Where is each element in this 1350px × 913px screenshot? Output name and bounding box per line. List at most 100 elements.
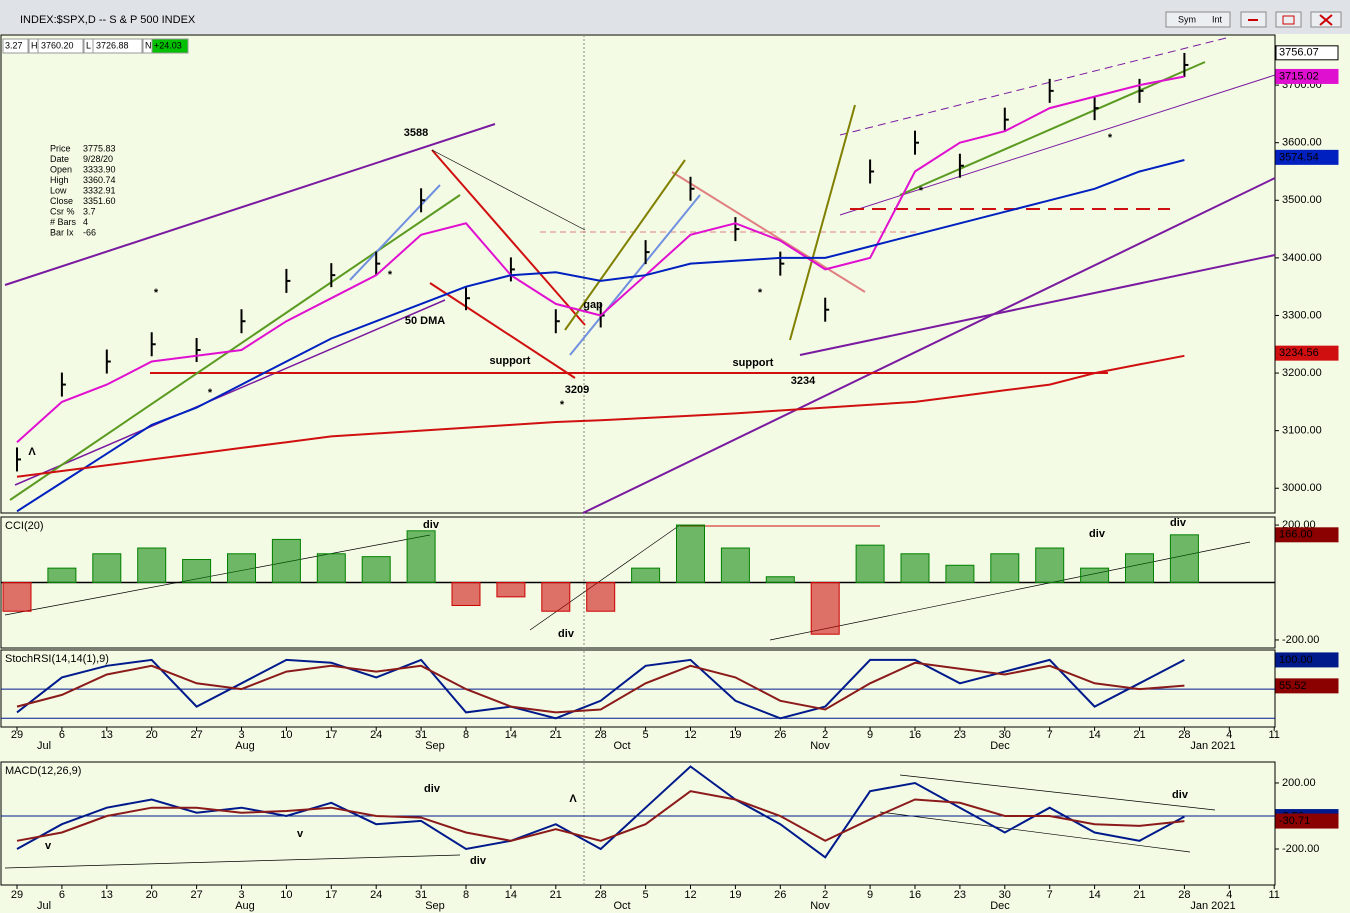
x-tick-label: 11 xyxy=(1268,729,1279,741)
x-tick-label: 31 xyxy=(415,889,427,901)
info-value: 3351.60 xyxy=(83,196,116,206)
x-tick-label: 24 xyxy=(370,729,382,741)
x-tick-label: 27 xyxy=(190,889,202,901)
bar xyxy=(765,576,795,584)
info-label: # Bars xyxy=(50,217,77,227)
info-label: Csr % xyxy=(50,206,75,216)
series-line xyxy=(16,159,1185,513)
annotation: * xyxy=(1108,132,1113,144)
info-value: 4 xyxy=(83,217,88,227)
bar xyxy=(990,553,1020,583)
info-label: Bar Ix xyxy=(50,227,74,237)
x-tick-label: 14 xyxy=(1088,729,1100,741)
quote-n: N xyxy=(145,40,152,50)
quote-high: 3760.20 xyxy=(41,40,74,50)
bar xyxy=(451,582,481,606)
last-value-label: 3234.56 xyxy=(1279,347,1319,359)
annotation: div xyxy=(424,783,441,795)
month-label: Jan 2021 xyxy=(1190,900,1235,912)
bar xyxy=(945,564,975,584)
x-tick-label: 31 xyxy=(415,729,427,741)
annotation: 3588 xyxy=(404,127,428,139)
trendline xyxy=(429,282,576,379)
info-box: Price 3775.83 Date 9/28/20 Open 3333.90 High 33… xyxy=(50,143,116,237)
x-tick-label: 30 xyxy=(999,889,1011,901)
x-tick-label: 7 xyxy=(1047,889,1053,901)
x-tick-label: 6 xyxy=(59,729,65,741)
quote-change: +24.03 xyxy=(154,40,182,50)
bar xyxy=(810,582,840,635)
bar xyxy=(227,553,256,583)
last-value-label: 166.00 xyxy=(1279,529,1313,541)
x-tick-label: 13 xyxy=(101,889,113,901)
macd-panel xyxy=(0,761,1276,886)
x-tick-label: 28 xyxy=(1178,729,1190,741)
bar xyxy=(631,567,661,584)
int-button[interactable]: Int xyxy=(1212,14,1223,24)
trendline xyxy=(839,74,1276,216)
toolbar xyxy=(1165,11,1231,28)
bar xyxy=(271,538,301,584)
x-tick-label: 21 xyxy=(1133,889,1145,901)
bar xyxy=(1035,547,1065,583)
trendline xyxy=(529,524,681,631)
x-tick-label: 20 xyxy=(146,729,158,741)
x-tick-label: 8 xyxy=(463,729,469,741)
x-tick-label: 14 xyxy=(505,729,517,741)
x-tick-label: 5 xyxy=(643,729,649,741)
annotation: gap xyxy=(583,299,603,311)
x-tick-label: 16 xyxy=(909,889,921,901)
sym-button[interactable]: Sym xyxy=(1178,14,1196,24)
quote-low: 3726.88 xyxy=(96,40,129,50)
x-tick-label: 19 xyxy=(729,889,741,901)
bar xyxy=(676,524,705,584)
x-tick-label: 10 xyxy=(280,889,292,901)
annotation: div xyxy=(1172,789,1189,801)
trendlines xyxy=(4,36,1276,869)
trendline xyxy=(4,534,431,616)
y-tick-label: 3400.00 xyxy=(1282,252,1322,264)
annotation: div xyxy=(1170,517,1187,529)
x-tick-label: 24 xyxy=(370,889,382,901)
y-tick-label: 3500.00 xyxy=(1282,194,1322,206)
last-value-label: 3715.02 xyxy=(1279,70,1319,82)
series-line xyxy=(16,790,1185,842)
last-value-label: 3574.54 xyxy=(1279,151,1319,163)
month-label: Oct xyxy=(613,900,630,912)
y-tick-label: -200.00 xyxy=(1282,634,1319,646)
month-label: Jul xyxy=(37,740,51,752)
month-label: Jul xyxy=(37,900,51,912)
y-tick-label: 3600.00 xyxy=(1282,137,1322,149)
x-tick-label: 13 xyxy=(101,729,113,741)
x-tick-label: 3 xyxy=(238,889,244,901)
annotation: 3209 xyxy=(565,384,589,396)
maximize-button[interactable] xyxy=(1275,11,1302,28)
last-value-box xyxy=(1275,813,1339,829)
last-value-box xyxy=(1275,68,1339,84)
bar xyxy=(137,547,167,583)
annotation: * xyxy=(208,387,213,399)
series-line xyxy=(16,658,1185,720)
bar xyxy=(316,553,346,583)
bar xyxy=(2,582,32,612)
annotation: v xyxy=(45,840,52,852)
annotation: div xyxy=(1089,528,1106,540)
x-tick-label: 28 xyxy=(595,729,607,741)
panel-title: StochRSI(14,14(1),9) xyxy=(5,653,109,665)
annotation: support xyxy=(733,357,774,369)
y-tick-label: 3000.00 xyxy=(1282,482,1322,494)
x-tick-label: 4 xyxy=(1226,889,1232,901)
month-label: Oct xyxy=(613,740,630,752)
panel-title: MACD(12,26,9) xyxy=(5,765,81,777)
x-tick-label: 23 xyxy=(954,889,966,901)
annotation: div xyxy=(423,519,440,531)
annotation: support xyxy=(490,355,531,367)
x-tick-label: 2 xyxy=(822,729,828,741)
info-label: Open xyxy=(50,164,72,174)
last-value-label: 55.52 xyxy=(1279,680,1307,692)
icon xyxy=(1282,15,1295,25)
info-label: High xyxy=(50,175,69,185)
x-tick-label: 10 xyxy=(280,729,292,741)
info-label: Close xyxy=(50,196,73,206)
icon xyxy=(1319,14,1333,26)
